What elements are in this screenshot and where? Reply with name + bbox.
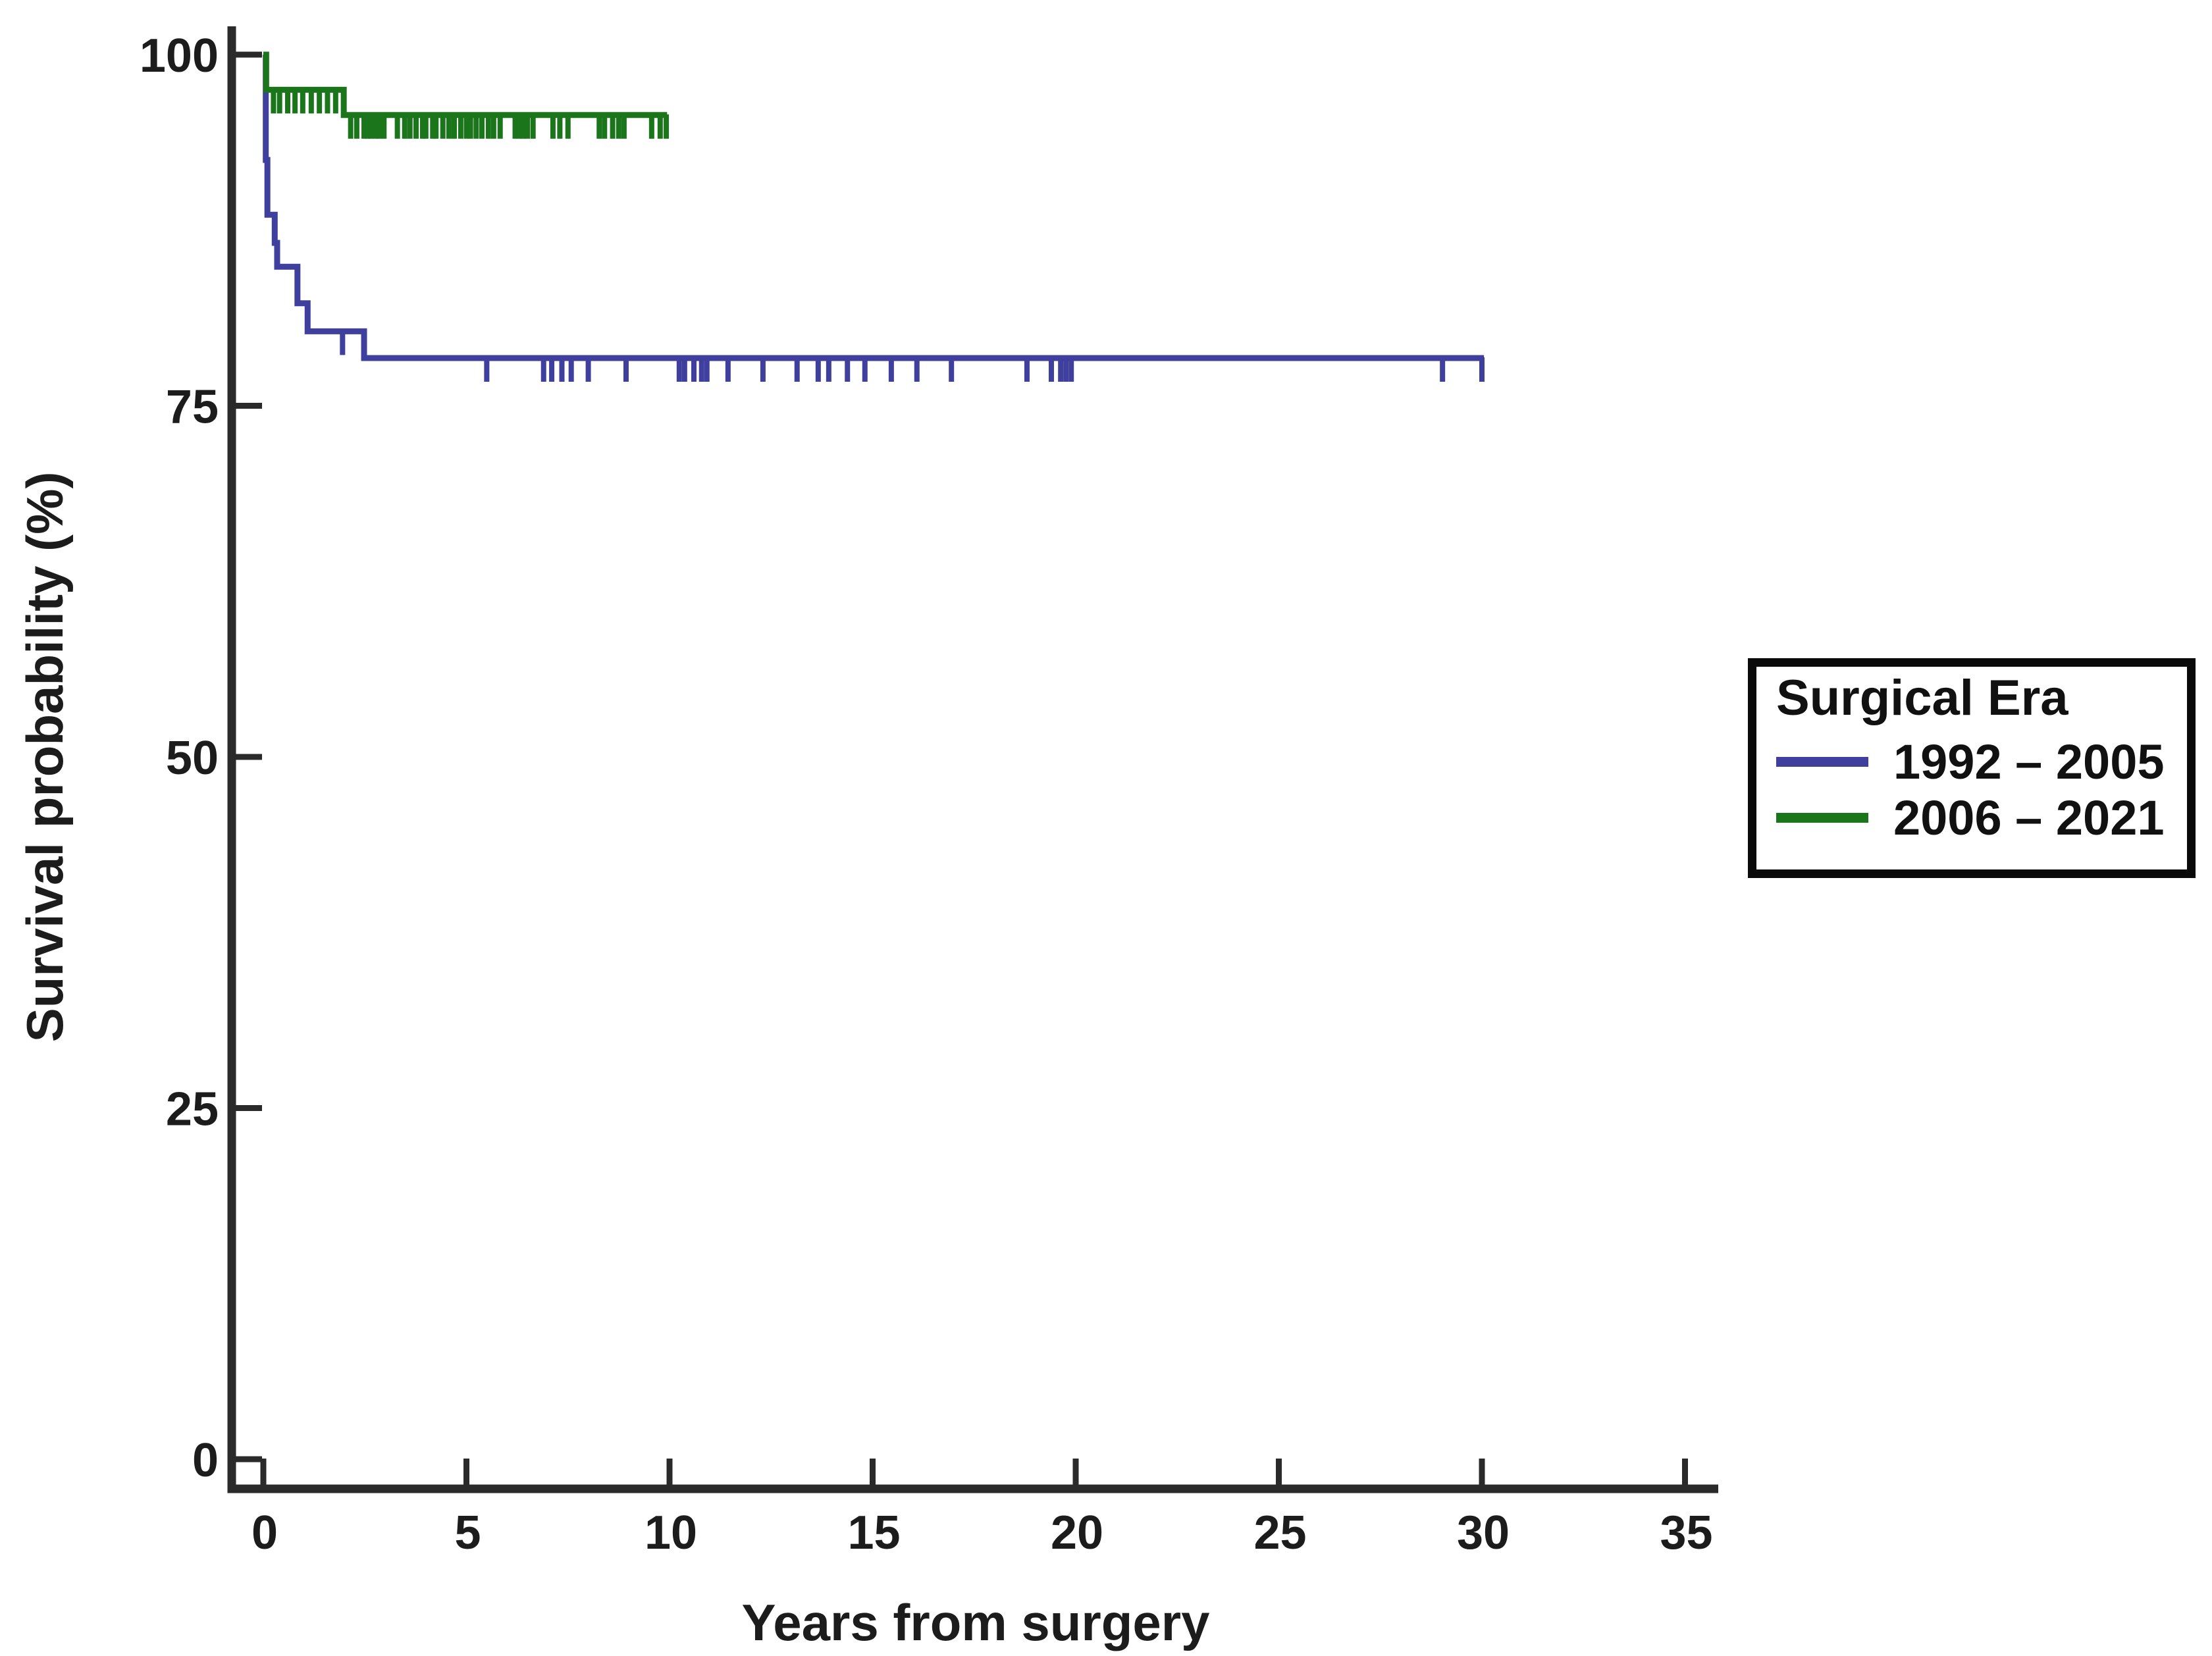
axes	[227, 26, 1718, 1493]
x-tick-label: 20	[1051, 1507, 1103, 1559]
x-tick-label: 0	[251, 1507, 278, 1559]
blue-line-swatch	[1776, 757, 1868, 767]
legend-entry-label: 2006 – 2021	[1893, 790, 2165, 846]
y-tick-label: 100	[140, 30, 219, 82]
censor-ticks	[271, 89, 670, 139]
x-tick-label: 10	[645, 1507, 697, 1559]
green-line-swatch	[1776, 813, 1868, 823]
tick-labels: 0 25 50 75 100 0 5 10 15 20 25 30 35	[140, 30, 1713, 1559]
x-tick-label: 5	[454, 1507, 481, 1559]
x-tick-label: 30	[1457, 1507, 1510, 1559]
y-tick-label: 0	[192, 1434, 219, 1487]
survival-step-curve	[263, 51, 668, 118]
y-tick-label: 25	[166, 1083, 219, 1136]
survival-curves	[263, 51, 1485, 382]
legend-entry-era1: 1992 – 2005	[1776, 734, 2187, 790]
legend-box: Surgical Era 1992 – 2005 2006 – 2021	[1748, 658, 2196, 878]
x-tick-label: 15	[847, 1507, 900, 1559]
x-axis-title: Years from surgery	[741, 1593, 1209, 1651]
series-green-2006-2021	[263, 51, 670, 139]
y-axis-title: Survival probability (%)	[16, 472, 74, 1043]
legend-entry-label: 1992 – 2005	[1893, 735, 2165, 789]
series-blue-1992-2005	[263, 51, 1485, 382]
censor-ticks	[340, 330, 1485, 382]
x-tick-label: 35	[1660, 1507, 1712, 1559]
y-tick-label: 75	[166, 381, 219, 434]
survival-step-curve	[263, 51, 1485, 361]
x-tick-label: 25	[1253, 1507, 1306, 1559]
y-tick-label: 50	[166, 732, 219, 785]
legend-entry-era2: 2006 – 2021	[1776, 790, 2187, 846]
legend-title: Surgical Era	[1776, 670, 2068, 726]
